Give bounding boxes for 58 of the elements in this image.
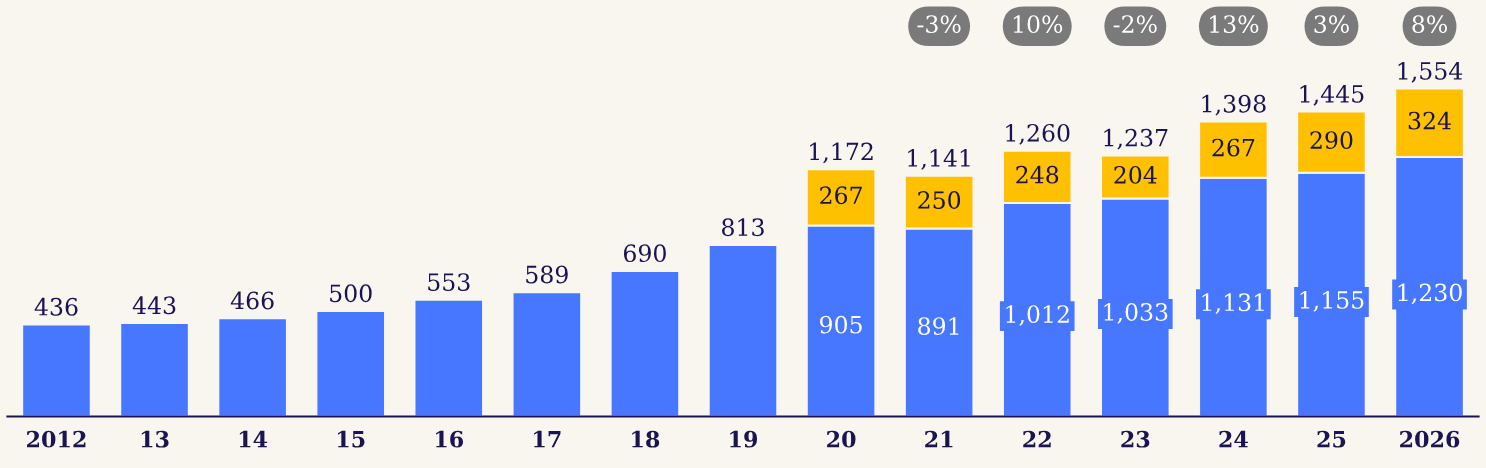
data-label: 250 <box>918 191 961 209</box>
x-tick-label: 13 <box>141 430 169 448</box>
x-tick-label: 21 <box>925 430 953 448</box>
data-label: 589 <box>526 265 568 284</box>
data-label: 267 <box>820 186 862 205</box>
bar <box>21 323 92 417</box>
x-tick-label: 25 <box>1317 430 1346 448</box>
data-label: 1,033 <box>1104 303 1168 324</box>
bar <box>413 298 485 417</box>
x-tick-label: 15 <box>337 430 365 448</box>
text: 13% <box>1210 15 1259 34</box>
data-label: 813 <box>722 218 764 237</box>
text: 10% <box>1013 15 1063 34</box>
total-label: 1,554 <box>1398 61 1463 83</box>
total-label: 1,398 <box>1202 94 1266 116</box>
data-label: 324 <box>1408 111 1451 130</box>
total-label: 1,141 <box>908 149 970 170</box>
data-label: 891 <box>918 317 959 335</box>
bar <box>707 243 779 417</box>
text: -2% <box>1113 15 1157 34</box>
total-label: 1,445 <box>1300 84 1364 106</box>
data-label: 248 <box>1016 165 1059 184</box>
x-tick-label: 18 <box>632 430 660 448</box>
x-tick-label: 2012 <box>27 430 86 448</box>
data-label: 204 <box>1114 165 1157 184</box>
data-label: 436 <box>34 297 78 316</box>
data-label: 1,230 <box>1398 283 1462 305</box>
bar <box>609 269 681 417</box>
x-tick-label: 16 <box>436 430 464 448</box>
text: 3% <box>1314 15 1349 34</box>
total-label: 1,237 <box>1104 128 1168 150</box>
bar <box>217 317 288 417</box>
total-label: 1,260 <box>1006 123 1070 145</box>
data-label: 690 <box>623 244 666 263</box>
data-label: 466 <box>230 291 274 310</box>
x-tick-label: 19 <box>730 430 758 448</box>
data-label: 1,131 <box>1202 293 1264 315</box>
x-tick-label: 23 <box>1121 430 1150 448</box>
data-label: 905 <box>820 315 862 334</box>
x-tick-label: 22 <box>1023 430 1051 448</box>
x-tick-label: 20 <box>827 430 856 448</box>
total-label: 1,172 <box>810 142 873 164</box>
data-label: 267 <box>1212 138 1255 157</box>
text: -3% <box>917 15 961 34</box>
bar <box>511 291 583 417</box>
x-tick-label: 14 <box>239 430 268 448</box>
bar <box>315 309 387 417</box>
data-label: 553 <box>428 273 470 292</box>
x-tick-label: 2026 <box>1400 430 1460 448</box>
x-tick-label: 24 <box>1219 430 1248 448</box>
data-label: 290 <box>1310 131 1353 150</box>
text: 8% <box>1412 15 1447 34</box>
data-label: 443 <box>132 296 176 315</box>
data-label: 1,155 <box>1300 290 1364 312</box>
bar <box>119 321 190 417</box>
data-label: 500 <box>330 284 372 303</box>
data-label: 1,012 <box>1006 305 1069 326</box>
x-tick-label: 17 <box>534 430 561 448</box>
